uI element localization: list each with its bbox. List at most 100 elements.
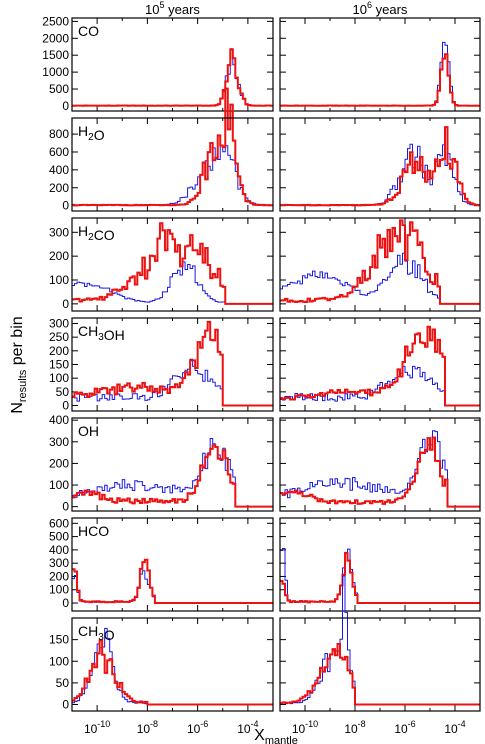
histogram-red (280, 552, 480, 605)
panel-ch3oh-col1 (279, 317, 481, 412)
histogram-red (280, 53, 480, 107)
y-tick-label: 0 (62, 596, 69, 610)
y-tick-label: 0 (62, 500, 69, 514)
y-tick-label: 300 (49, 556, 69, 570)
x-tick-label: 10-6 (187, 719, 208, 736)
panel-frame (71, 217, 274, 312)
y-tick-label: 100 (49, 273, 69, 287)
y-tick-label: 150 (49, 358, 69, 372)
y-tick-label: 300 (49, 316, 69, 330)
panel-frame (279, 317, 481, 412)
panel-co-col0: 0 500 1000 1500 2000 2500 CO (42, 14, 274, 113)
y-tick-label: 100 (49, 478, 69, 492)
panel-frame (71, 517, 274, 612)
y-tick-label: 50 (56, 676, 70, 690)
panel-oh-col1 (279, 417, 481, 512)
y-tick-label: 0 (62, 698, 69, 712)
y-tick-label: 600 (49, 145, 69, 159)
panel-frame (279, 517, 481, 612)
y-tick-label: 0 (62, 297, 69, 311)
panel-oh-col0: 0 100 200 300 400 OH (49, 413, 274, 514)
y-tick-label: 200 (49, 569, 69, 583)
y-tick-label: 50 (56, 385, 70, 399)
x-tick-label: 10-8 (137, 719, 158, 736)
panel-frame (279, 417, 481, 512)
histogram-blue (280, 252, 480, 305)
panel-h2co-col1 (279, 217, 481, 312)
panel-h2o-col0: 0 200 400 600 800 H2O (49, 87, 274, 213)
y-tick-label: 100 (49, 654, 69, 668)
histogram-red (72, 558, 273, 605)
y-tick-label: 100 (49, 371, 69, 385)
x-tick-label: 10-4 (444, 719, 465, 736)
histogram-red (280, 219, 480, 305)
column-title-0: 105 years (145, 0, 200, 17)
species-label: CH3OH (78, 323, 125, 343)
y-tick-label: 200 (49, 181, 69, 195)
histogram-blue (72, 261, 273, 305)
panel-hco-col1 (279, 517, 481, 612)
histogram-blue (280, 365, 480, 407)
y-tick-label: 200 (49, 456, 69, 470)
y-tick-label: 0 (62, 99, 69, 113)
x-tick-label: 10-10 (84, 719, 110, 736)
histogram-red (72, 222, 273, 305)
histogram-red (72, 48, 273, 107)
x-tick-label: 10-6 (394, 719, 415, 736)
histogram-red (72, 444, 273, 508)
species-label: HCO (78, 523, 109, 539)
y-tick-label: 150 (49, 633, 69, 647)
histogram-red (280, 325, 480, 407)
species-label: OH (78, 423, 99, 439)
y-tick-label: 250 (49, 330, 69, 344)
y-tick-label: 300 (49, 435, 69, 449)
y-tick-label: 2500 (42, 14, 69, 28)
panel-h2co-col0: 0 100 200 300 H2CO (49, 217, 274, 312)
histogram-red (72, 639, 273, 706)
panel-frame (71, 117, 274, 212)
y-tick-label: 500 (49, 82, 69, 96)
histogram-red (72, 87, 273, 207)
species-label: H2O (78, 123, 105, 143)
panel-h2o-col1 (279, 117, 481, 212)
histogram-red (72, 320, 273, 407)
y-tick-label: 100 (49, 583, 69, 597)
panel-ch3o-col1 (279, 575, 481, 712)
column-title-1: 106 years (353, 0, 408, 17)
panel-frame (279, 17, 481, 112)
histogram-blue (72, 358, 273, 407)
panel-co-col1 (279, 17, 481, 112)
y-tick-label: 2000 (42, 31, 69, 45)
y-tick-label: 200 (49, 344, 69, 358)
y-tick-label: 500 (49, 530, 69, 544)
y-tick-label: 200 (49, 249, 69, 263)
y-tick-label: 800 (49, 127, 69, 141)
species-label: H2CO (78, 223, 115, 243)
x-tick-label: 10-10 (292, 719, 318, 736)
species-label: CO (78, 23, 99, 39)
histogram-blue (280, 430, 480, 508)
y-tick-label: 400 (49, 543, 69, 557)
panel-frame (279, 117, 481, 212)
y-axis-title: Nresults per bin (9, 316, 29, 413)
y-tick-label: 1500 (42, 48, 69, 62)
x-tick-label: 10-8 (344, 719, 365, 736)
y-tick-label: 400 (49, 163, 69, 177)
species-label: CH3O (78, 623, 115, 643)
histogram-red (280, 642, 480, 706)
histogram-blue (72, 438, 273, 508)
panel-frame (71, 317, 274, 412)
panel-frame (279, 617, 481, 712)
x-tick-label: 10-4 (237, 719, 258, 736)
panel-frame (71, 617, 274, 712)
panel-ch3o-col0: 0 50 100 150 CH3O (49, 617, 274, 712)
y-tick-label: 300 (49, 225, 69, 239)
panel-frame (71, 417, 274, 512)
y-tick-label: 1000 (42, 65, 69, 79)
histogram-red (280, 126, 480, 207)
panel-frame (71, 17, 274, 112)
y-tick-label: 0 (62, 199, 69, 213)
